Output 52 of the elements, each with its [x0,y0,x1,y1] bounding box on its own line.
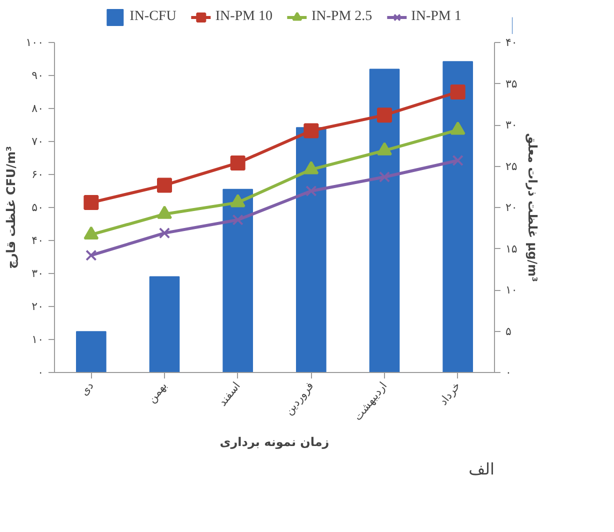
legend-label: IN-CFU [130,9,176,25]
y-tick-label: ۵۰ [32,201,44,214]
y2-tick-label: ۲۵ [506,160,518,173]
y2-tick-label: ۱۰ [506,284,518,296]
y2-tick-label: ۰ [506,366,512,379]
point [86,250,97,261]
y-tick-label: ۳۰ [32,267,44,280]
y2-tick-label: ۴۰ [506,36,518,49]
y2-tick-label: ۲۰ [506,201,518,214]
legend-label: IN-PM 1 [411,9,462,25]
y-tick-label: ۷۰ [32,135,44,148]
y2-tick-label: ۳۵ [506,77,518,90]
legend-label: IN-PM 2.5 [312,9,372,25]
y2-tick-label: ۵ [506,324,512,338]
x-tick-label: اسفند [216,379,243,409]
y2-tick-label: ۳۰ [506,118,518,132]
y-tick-label: ۱۰ [32,333,44,346]
y-tick-label: ۴۰ [32,234,44,247]
y2-axis-title: غلظت ذرات معلق μg/m³ [525,133,540,282]
y-tick-label: ۸۰ [32,102,44,115]
legend-label: IN-PM 10 [215,9,272,25]
point [377,108,392,123]
text: الف [468,460,495,478]
y-tick-label: ۲۰ [32,300,44,313]
y-tick-label: ۶۰ [32,168,44,181]
bar [149,276,180,372]
y-tick-label: ۰ [38,366,44,379]
point [306,185,317,197]
x-tick-label: اردیبهشت [351,379,390,424]
point [232,214,244,226]
point [158,227,170,239]
x-tick-label: خرداد [436,379,463,408]
x-tick-label: بهمن [145,379,170,406]
bar [442,61,473,372]
point [452,154,464,166]
x-axis-title: زمان نمونه برداری [220,435,330,450]
bar [296,127,326,372]
y-axis-title: غلظت قارچ CFU/m³ [4,146,18,269]
bar [369,68,400,372]
y2-tick-label: ۱۵ [506,242,518,256]
y-tick-label: ۱۰۰ [26,36,44,49]
point [378,171,390,183]
point [157,178,172,193]
x-tick-label: دی [78,379,96,398]
y-tick-label: ۹۰ [32,69,44,82]
bar [76,331,106,372]
bar [222,188,253,372]
point [84,195,99,210]
x-tick-label: فروردین [282,379,316,418]
point [304,123,319,138]
point [230,155,246,170]
point [450,84,466,100]
